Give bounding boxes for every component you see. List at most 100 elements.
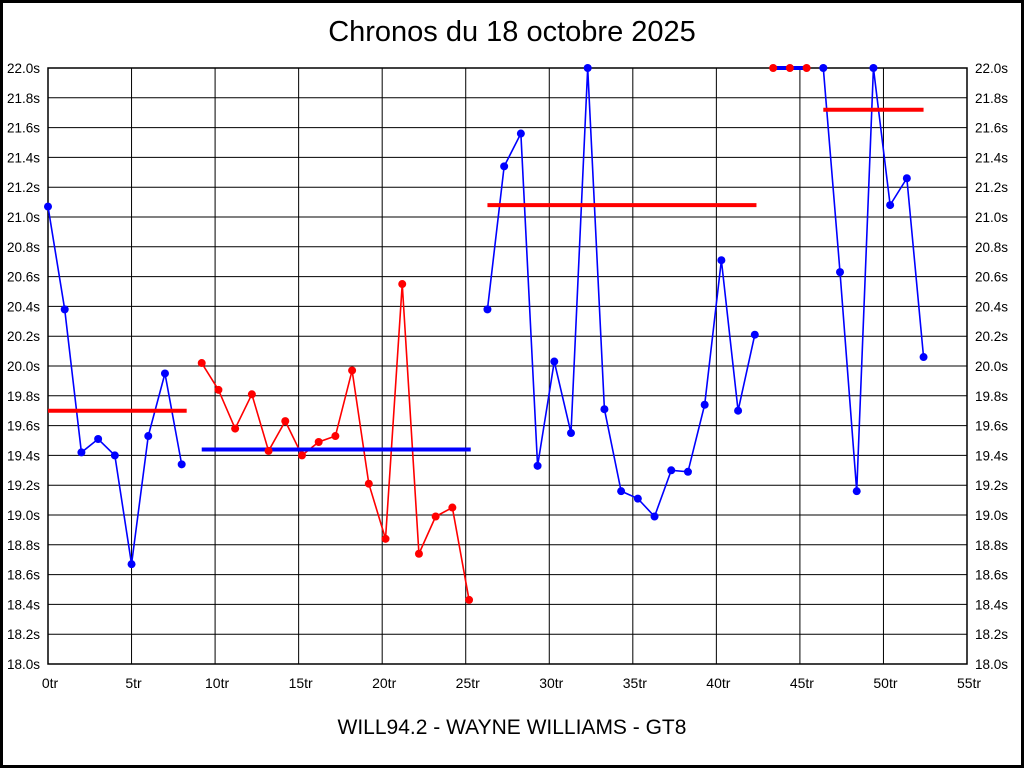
data-point-stint-1-blue: [127, 560, 136, 569]
series-line-stint-3-blue: [486, 67, 756, 518]
data-point-stint-3-blue: [600, 405, 609, 414]
data-point-stint-2-red: [197, 359, 206, 368]
y-tick-label-right: 19.6s: [975, 419, 1008, 434]
driver-label: WILL94.2 - WAYNE WILLIAMS - GT8: [337, 716, 687, 739]
data-point-stint-3-blue: [700, 400, 709, 409]
data-point-stint-3-blue: [650, 512, 659, 521]
data-point-stint-4-red: [769, 64, 778, 72]
data-point-stint-1-blue: [110, 451, 119, 460]
data-point-stint-3-blue: [533, 461, 542, 470]
y-tick-label-right: 21.6s: [975, 121, 1008, 136]
data-point-stint-3-blue: [500, 162, 509, 171]
x-tick-label: 25tr: [456, 675, 480, 691]
y-tick-label-left: 21.8s: [7, 91, 40, 106]
x-tick-label: 40tr: [706, 675, 730, 691]
data-point-stint-3-blue: [667, 466, 676, 475]
y-tick-label-right: 21.8s: [975, 91, 1008, 106]
y-tick-label-right: 20.8s: [975, 240, 1008, 255]
data-point-stint-3-blue: [550, 357, 559, 366]
y-tick-label-left: 20.6s: [7, 270, 40, 285]
data-point-stint-2-red: [247, 390, 256, 399]
data-point-stint-2-red: [448, 503, 457, 512]
data-point-stint-2-red: [431, 512, 440, 521]
data-point-stint-2-red: [398, 280, 407, 289]
x-tick-label: 0tr: [42, 675, 59, 691]
data-point-stint-3-blue: [516, 129, 525, 138]
series-line-stint-5-blue: [822, 67, 925, 492]
y-tick-label-right: 18.6s: [975, 568, 1008, 583]
data-point-stint-2-red: [297, 451, 306, 460]
y-tick-label-left: 19.0s: [7, 508, 40, 523]
data-point-stint-2-red: [331, 432, 340, 441]
y-tick-label-right: 21.2s: [975, 180, 1008, 195]
x-tick-label: 35tr: [623, 675, 647, 691]
y-tick-label-left: 20.0s: [7, 359, 40, 374]
y-tick-label-left: 19.4s: [7, 448, 40, 463]
y-tick-label-left: 20.2s: [7, 329, 40, 344]
y-tick-label-right: 21.0s: [975, 210, 1008, 225]
data-point-stint-2-red: [414, 549, 423, 558]
data-point-stint-1-blue: [44, 202, 52, 211]
data-point-stint-2-red: [348, 366, 357, 375]
series-line-stint-1-blue: [47, 206, 183, 565]
data-point-stint-3-blue: [734, 406, 743, 415]
data-point-stint-2-red: [231, 424, 240, 433]
y-tick-label-right: 18.0s: [975, 657, 1008, 672]
data-point-stint-1-blue: [144, 432, 153, 441]
data-point-stint-2-red: [264, 446, 273, 455]
y-tick-label-left: 18.8s: [7, 538, 40, 553]
data-point-stint-5-blue: [869, 64, 878, 72]
x-tick-label: 55tr: [957, 675, 981, 691]
data-point-stint-3-blue: [683, 467, 692, 476]
data-point-stint-3-blue: [617, 487, 626, 496]
y-tick-label-left: 21.0s: [7, 210, 40, 225]
y-tick-label-left: 19.2s: [7, 478, 40, 493]
y-tick-label-right: 19.0s: [975, 508, 1008, 523]
data-point-stint-1-blue: [160, 369, 169, 378]
plot-border: [47, 67, 968, 665]
y-tick-label-left: 22.0s: [7, 61, 40, 76]
x-tick-label: 45tr: [790, 675, 814, 691]
data-point-stint-2-red: [381, 534, 390, 543]
x-tick-label: 15tr: [289, 675, 313, 691]
data-point-stint-1-blue: [60, 305, 69, 314]
x-tick-label: 10tr: [205, 675, 229, 691]
y-tick-label-right: 20.2s: [975, 329, 1008, 344]
y-tick-label-left: 20.4s: [7, 299, 40, 314]
data-point-stint-3-blue: [583, 64, 592, 72]
y-tick-label-left: 20.8s: [7, 240, 40, 255]
y-tick-label-right: 19.4s: [975, 448, 1008, 463]
data-point-stint-1-blue: [77, 448, 86, 457]
data-point-stint-3-blue: [717, 256, 726, 265]
data-point-stint-5-blue: [836, 268, 845, 277]
data-point-stint-3-blue: [566, 429, 575, 438]
y-tick-label-right: 22.0s: [975, 61, 1008, 76]
y-tick-label-right: 20.4s: [975, 299, 1008, 314]
y-tick-label-left: 21.6s: [7, 121, 40, 136]
data-point-stint-5-blue: [919, 353, 928, 362]
data-point-stint-1-blue: [177, 460, 186, 469]
x-tick-label: 5tr: [125, 675, 142, 691]
y-tick-label-right: 20.0s: [975, 359, 1008, 374]
data-point-stint-3-blue: [750, 330, 759, 339]
data-point-stint-3-blue: [633, 494, 642, 503]
data-point-stint-4-red: [785, 64, 794, 72]
data-point-stint-5-blue: [852, 487, 861, 496]
data-point-stint-2-red: [465, 595, 474, 604]
data-point-stint-5-blue: [819, 64, 828, 72]
y-tick-label-right: 18.8s: [975, 538, 1008, 553]
data-point-stint-2-red: [281, 417, 290, 426]
y-tick-label-left: 19.6s: [7, 419, 40, 434]
x-tick-label: 30tr: [539, 675, 563, 691]
data-point-stint-2-red: [214, 385, 223, 394]
chart-title: Chronos du 18 octobre 2025: [328, 16, 696, 48]
y-tick-label-right: 20.6s: [975, 270, 1008, 285]
x-tick-label: 20tr: [372, 675, 396, 691]
x-tick-label: 50tr: [873, 675, 897, 691]
data-point-stint-5-blue: [902, 174, 911, 183]
y-tick-label-left: 18.2s: [7, 627, 40, 642]
y-tick-label-left: 21.4s: [7, 150, 40, 165]
y-tick-label-left: 18.0s: [7, 657, 40, 672]
